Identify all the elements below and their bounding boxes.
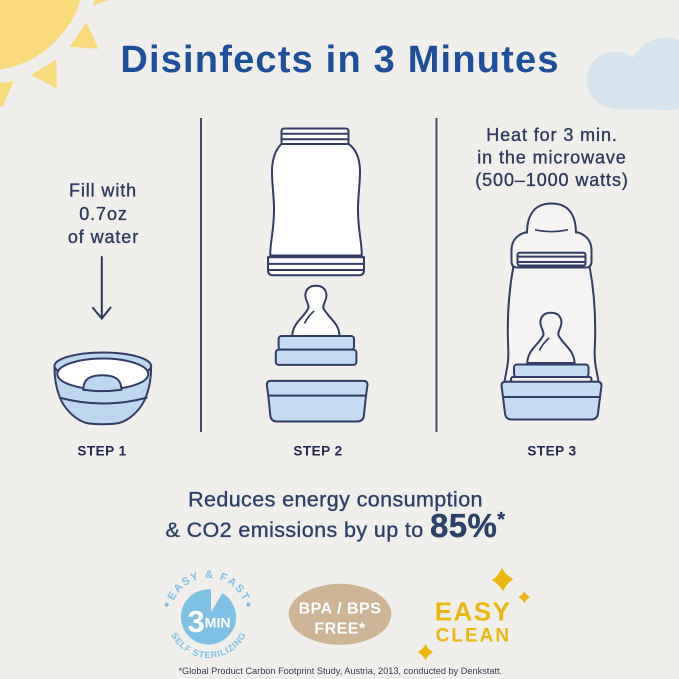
svg-text:E: E [173,636,185,647]
svg-text:N: N [232,636,244,648]
svg-text:Z: Z [226,642,237,654]
svg-text:STEP 2: STEP 2 [293,444,342,459]
svg-text:S: S [169,631,181,641]
svg-text:Heat for 3 min.: Heat for 3 min. [486,125,618,145]
svg-text:Reduces energy consumption: Reduces energy consumption [188,488,483,512]
svg-text:*Global Product Carbon Footpri: *Global Product Carbon Footprint Study, … [178,666,502,676]
svg-text:R: R [210,649,218,660]
svg-text:EASY: EASY [435,596,511,626]
svg-text:T: T [238,591,252,603]
svg-text:E: E [204,650,210,660]
svg-text:L: L [218,646,227,658]
svg-text:Disinfects in 3 Minutes: Disinfects in 3 Minutes [120,39,559,81]
svg-text:L: L [178,640,189,651]
svg-text:I: I [230,641,238,650]
svg-text:CLEAN: CLEAN [436,625,511,646]
svg-text:FREE*: FREE* [314,620,366,637]
svg-text:of water: of water [68,227,139,247]
svg-text:0.7oz: 0.7oz [79,204,128,224]
svg-text:S: S [191,647,200,658]
svg-text:Y: Y [189,570,201,584]
svg-text:3MIN: 3MIN [188,604,231,639]
svg-text:BPA / BPS: BPA / BPS [299,601,382,618]
svg-text:(500–1000 watts): (500–1000 watts) [475,170,629,190]
svg-text:STEP 3: STEP 3 [527,444,576,459]
svg-text:Fill with: Fill with [69,181,137,201]
svg-text:I: I [216,648,221,658]
svg-text:in the microwave: in the microwave [477,148,626,168]
svg-text:F: F [182,643,192,655]
svg-text:F: F [218,571,229,585]
svg-text:&: & [205,569,213,581]
svg-text:T: T [198,649,206,660]
svg-text:STEP 1: STEP 1 [77,444,126,459]
svg-text:G: G [236,631,248,642]
svg-text:I: I [223,645,230,655]
